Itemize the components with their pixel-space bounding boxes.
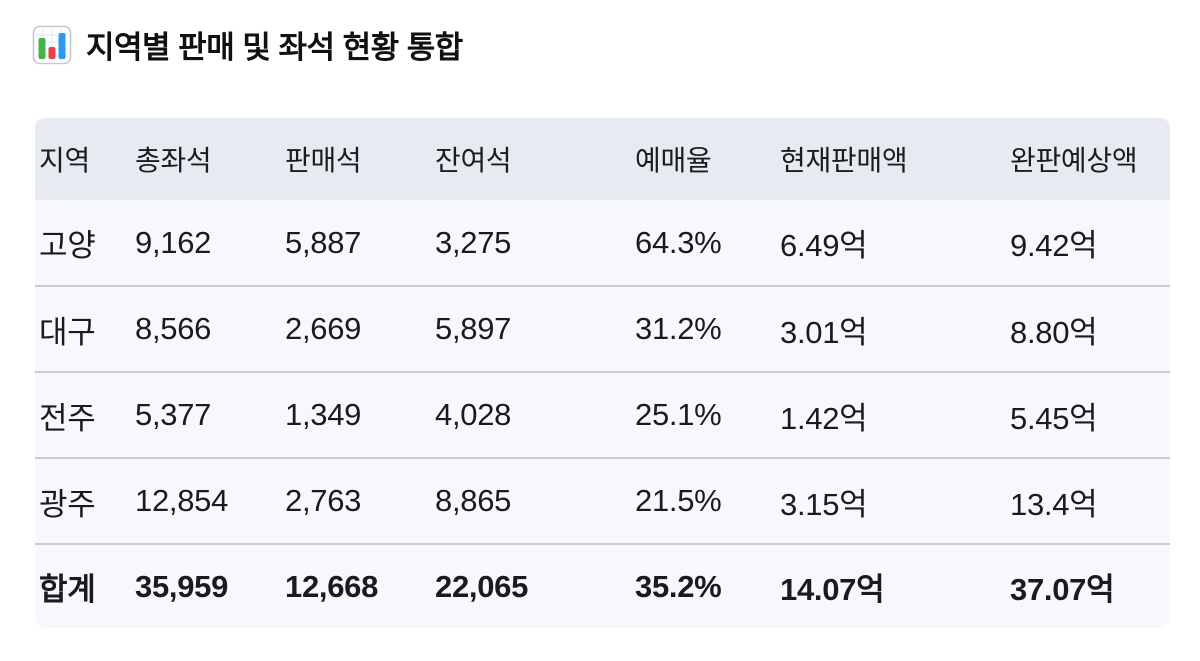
cell-region: 합계 <box>35 543 135 628</box>
region-status-table-container: 지역 총좌석 판매석 잔여석 예매율 현재판매액 완판예상액 고양 9,162 … <box>35 118 1170 628</box>
cell-region: 광주 <box>35 457 135 544</box>
table-row-goyang: 고양 9,162 5,887 3,275 64.3% 6.49억 9.42억 <box>35 200 1170 286</box>
cell-current-sales: 6.49억 <box>780 228 868 263</box>
cell-current-sales: 3.15억 <box>780 457 1010 544</box>
title-bar: 지역별 판매 및 좌석 현황 통합 <box>32 22 463 67</box>
cell-remaining-seats: 3,275 <box>435 224 512 260</box>
table-row-gwangju: 광주 12,854 2,763 8,865 21.5% 3.15억 13.4억 <box>35 457 1170 544</box>
table-row-total: 합계 35,959 12,668 22,065 35.2% 14.07억 37.… <box>35 543 1170 628</box>
cell-booking-rate: 25.1% <box>635 371 780 458</box>
cell-region: 전주 <box>35 371 135 458</box>
region-status-table: 지역 총좌석 판매석 잔여석 예매율 현재판매액 완판예상액 고양 9,162 … <box>35 118 1170 628</box>
cell-current-sales: 1.42억 <box>780 371 1010 458</box>
table-body: 고양 9,162 5,887 3,275 64.3% 6.49억 9.42억 대… <box>35 200 1170 628</box>
cell-booking-rate: 31.2% <box>635 285 780 372</box>
bar-chart-icon <box>32 25 72 64</box>
header-row: 지역 총좌석 판매석 잔여석 예매율 현재판매액 완판예상액 <box>35 118 1170 200</box>
cell-sellout-projection: 37.07억 <box>1010 543 1170 628</box>
cell-current-sales: 14.07억 <box>780 543 1010 628</box>
cell-total-seats: 9,162 <box>135 224 212 260</box>
cell-region: 대구 <box>35 285 135 372</box>
cell-total-seats: 12,854 <box>135 457 285 544</box>
cell-remaining-seats: 5,897 <box>435 285 635 372</box>
cell-region: 고양 <box>39 228 96 263</box>
cell-current-sales: 3.01억 <box>780 285 1010 372</box>
cell-booking-rate: 21.5% <box>635 457 780 544</box>
table-row-jeonju: 전주 5,377 1,349 4,028 25.1% 1.42억 5.45억 <box>35 371 1170 458</box>
column-header-sold-seats: 판매석 <box>285 145 362 176</box>
cell-booking-rate: 64.3% <box>635 224 722 260</box>
column-header-total-seats: 총좌석 <box>135 145 212 176</box>
cell-remaining-seats: 4,028 <box>435 371 635 458</box>
cell-sold-seats: 2,669 <box>285 285 435 372</box>
column-header-sellout-projection: 완판예상액 <box>1010 145 1138 176</box>
table-header: 지역 총좌석 판매석 잔여석 예매율 현재판매액 완판예상액 <box>35 118 1170 200</box>
cell-sold-seats: 1,349 <box>285 371 435 458</box>
column-header-current-sales: 현재판매액 <box>780 145 908 176</box>
page-title: 지역별 판매 및 좌석 현황 통합 <box>86 30 463 65</box>
cell-sellout-projection: 5.45억 <box>1010 371 1170 458</box>
cell-remaining-seats: 22,065 <box>435 543 635 628</box>
cell-sellout-projection: 9.42억 <box>1010 228 1098 263</box>
column-header-remaining-seats: 잔여석 <box>435 145 512 176</box>
column-header-booking-rate: 예매율 <box>635 145 712 176</box>
cell-sellout-projection: 8.80억 <box>1010 285 1170 372</box>
cell-total-seats: 8,566 <box>135 285 285 372</box>
cell-booking-rate: 35.2% <box>635 543 780 628</box>
cell-remaining-seats: 8,865 <box>435 457 635 544</box>
cell-total-seats: 35,959 <box>135 543 285 628</box>
table-row-daegu: 대구 8,566 2,669 5,897 31.2% 3.01억 8.80억 <box>35 285 1170 372</box>
cell-sold-seats: 5,887 <box>285 224 362 260</box>
cell-sellout-projection: 13.4억 <box>1010 457 1170 544</box>
column-header-region: 지역 <box>39 145 90 176</box>
cell-sold-seats: 12,668 <box>285 543 435 628</box>
cell-total-seats: 5,377 <box>135 371 285 458</box>
cell-sold-seats: 2,763 <box>285 457 435 544</box>
